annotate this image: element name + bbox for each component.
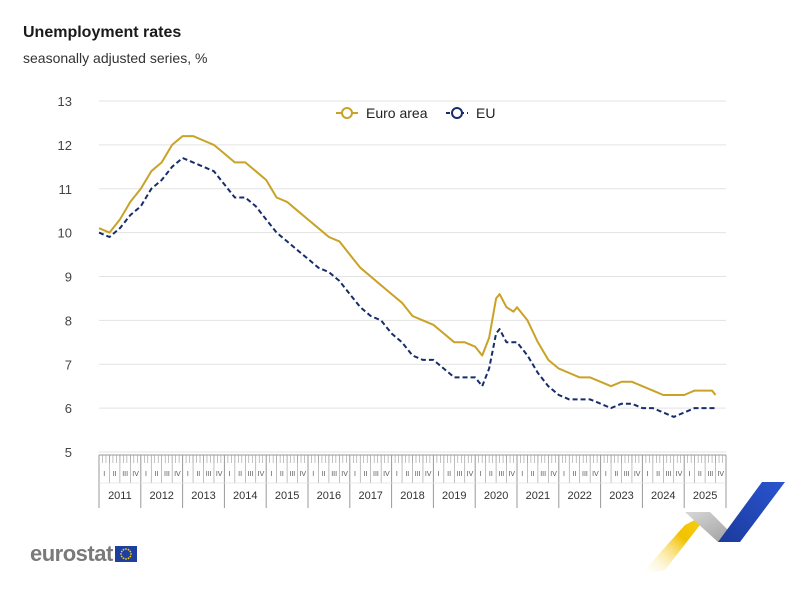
quarter-label: I (229, 471, 231, 478)
eurostat-logo: eurostat (30, 541, 137, 567)
quarter-label: I (270, 471, 272, 478)
quarter-label: I (312, 471, 314, 478)
y-tick-label-7: 7 (65, 357, 72, 372)
quarter-label: I (605, 471, 607, 478)
quarter-label: IV (258, 471, 265, 478)
year-label-2017: 2017 (358, 490, 382, 502)
quarter-label: II (614, 471, 618, 478)
year-label-2024: 2024 (651, 490, 675, 502)
quarter-label: II (489, 471, 493, 478)
quarter-label: I (563, 471, 565, 478)
y-tick-label-8: 8 (65, 313, 72, 328)
quarter-label: III (164, 471, 170, 478)
quarter-label: IV (467, 471, 474, 478)
year-label-2018: 2018 (400, 490, 424, 502)
blue-stripe (718, 482, 785, 542)
year-label-2023: 2023 (609, 490, 633, 502)
y-tick-label-13: 13 (58, 94, 72, 109)
quarter-label: IV (550, 471, 557, 478)
quarter-label: II (656, 471, 660, 478)
quarter-label: IV (341, 471, 348, 478)
legend-marker-euro-area (341, 107, 353, 119)
quarter-label: III (707, 471, 713, 478)
quarter-label: IV (299, 471, 306, 478)
series-line-euro-area (98, 135, 717, 396)
quarter-label: III (289, 471, 295, 478)
quarter-label: I (688, 471, 690, 478)
quarter-label: II (113, 471, 117, 478)
quarter-label: II (531, 471, 535, 478)
quarter-label: II (155, 471, 159, 478)
quarter-label: II (364, 471, 368, 478)
legend-label-euro-area: Euro area (366, 105, 428, 121)
year-label-2015: 2015 (275, 490, 299, 502)
quarter-label: IV (216, 471, 223, 478)
quarter-label: III (498, 471, 504, 478)
quarter-label: IV (132, 471, 139, 478)
quarter-label: II (405, 471, 409, 478)
yellow-stripe (640, 512, 710, 575)
quarter-label: I (521, 471, 523, 478)
quarter-label: III (415, 471, 421, 478)
logo-text: eurostat (30, 541, 113, 566)
legend-label-eu: EU (476, 105, 495, 121)
quarter-label: II (698, 471, 702, 478)
quarter-label: I (145, 471, 147, 478)
quarter-label: I (647, 471, 649, 478)
quarter-label: IV (676, 471, 683, 478)
year-label-2011: 2011 (108, 490, 132, 502)
quarter-label: IV (174, 471, 181, 478)
quarter-label: II (447, 471, 451, 478)
quarter-label: III (582, 471, 588, 478)
corner-decoration (640, 482, 785, 575)
year-label-2021: 2021 (526, 490, 550, 502)
quarter-label: II (196, 471, 200, 478)
quarter-label: III (457, 471, 463, 478)
quarter-label: I (479, 471, 481, 478)
year-label-2013: 2013 (191, 490, 215, 502)
quarter-label: IV (592, 471, 599, 478)
quarter-label: III (373, 471, 379, 478)
quarter-label: IV (383, 471, 390, 478)
quarter-label: IV (508, 471, 515, 478)
y-tick-label-10: 10 (58, 226, 72, 241)
year-label-2019: 2019 (442, 490, 466, 502)
quarter-label: I (354, 471, 356, 478)
y-tick-label-6: 6 (65, 401, 72, 416)
year-label-2022: 2022 (567, 490, 591, 502)
quarter-label: I (438, 471, 440, 478)
y-tick-label-11: 11 (59, 182, 73, 197)
quarter-label: III (540, 471, 546, 478)
legend-marker-eu (451, 107, 463, 119)
chart-subtitle: seasonally adjusted series, % (23, 50, 208, 66)
quarter-label: I (103, 471, 105, 478)
y-tick-label-9: 9 (65, 270, 72, 285)
quarter-label: III (331, 471, 337, 478)
year-label-2014: 2014 (233, 490, 257, 502)
year-label-2025: 2025 (693, 490, 717, 502)
quarter-label: IV (717, 471, 724, 478)
series-line-eu (98, 157, 716, 418)
quarter-label: II (280, 471, 284, 478)
quarter-label: II (322, 471, 326, 478)
quarter-label: I (396, 471, 398, 478)
quarter-label: III (666, 471, 672, 478)
quarter-label: II (238, 471, 242, 478)
y-tick-label-12: 12 (58, 138, 72, 153)
quarter-label: III (624, 471, 630, 478)
quarter-label: III (122, 471, 128, 478)
y-tick-label-5: 5 (65, 445, 72, 460)
year-label-2012: 2012 (149, 490, 173, 502)
quarter-label: III (248, 471, 254, 478)
quarter-label: III (206, 471, 212, 478)
quarter-label: IV (425, 471, 432, 478)
quarter-label: II (573, 471, 577, 478)
year-label-2016: 2016 (317, 490, 341, 502)
quarter-label: IV (634, 471, 641, 478)
year-label-2020: 2020 (484, 490, 508, 502)
quarter-label: I (187, 471, 189, 478)
chart-title: Unemployment rates (23, 24, 182, 41)
eu-flag-icon (114, 546, 137, 562)
